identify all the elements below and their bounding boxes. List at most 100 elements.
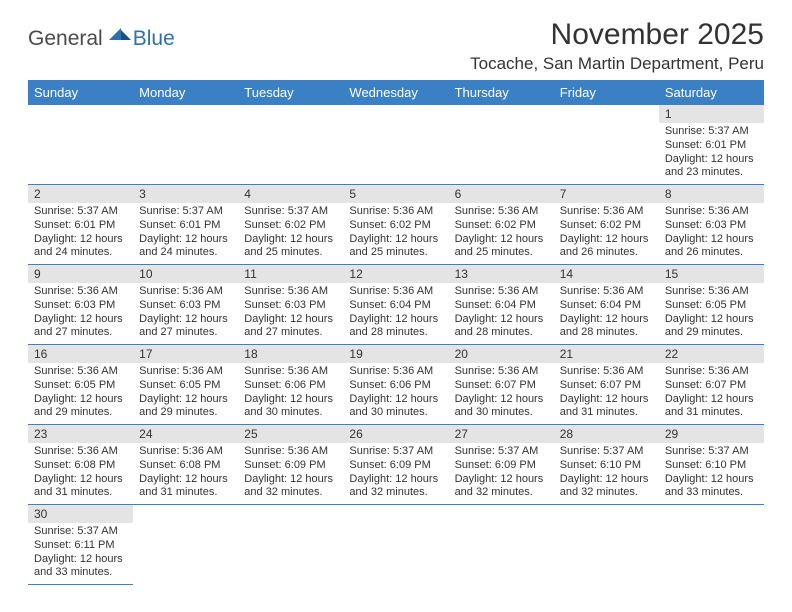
day-number: 5 bbox=[343, 185, 448, 203]
day-number: 29 bbox=[659, 425, 764, 443]
calendar-cell: 2Sunrise: 5:37 AMSunset: 6:01 PMDaylight… bbox=[28, 185, 133, 265]
day-number: 11 bbox=[238, 265, 343, 283]
day-content: Sunrise: 5:37 AMSunset: 6:11 PMDaylight:… bbox=[28, 523, 133, 584]
weekday-header: Wednesday bbox=[343, 80, 448, 105]
day-number: 16 bbox=[28, 345, 133, 363]
calendar-cell: 20Sunrise: 5:36 AMSunset: 6:07 PMDayligh… bbox=[449, 345, 554, 425]
location: Tocache, San Martin Department, Peru bbox=[470, 54, 764, 74]
day-number: 13 bbox=[449, 265, 554, 283]
calendar-cell: 26Sunrise: 5:37 AMSunset: 6:09 PMDayligh… bbox=[343, 425, 448, 505]
logo-text-blue: Blue bbox=[133, 27, 175, 51]
flag-icon bbox=[108, 26, 132, 49]
calendar-cell: 16Sunrise: 5:36 AMSunset: 6:05 PMDayligh… bbox=[28, 345, 133, 425]
calendar-cell: 30Sunrise: 5:37 AMSunset: 6:11 PMDayligh… bbox=[28, 505, 133, 585]
calendar-cell bbox=[133, 105, 238, 185]
calendar-cell bbox=[449, 105, 554, 185]
day-number: 10 bbox=[133, 265, 238, 283]
day-content: Sunrise: 5:36 AMSunset: 6:05 PMDaylight:… bbox=[28, 363, 133, 424]
day-number: 21 bbox=[554, 345, 659, 363]
day-number: 6 bbox=[449, 185, 554, 203]
calendar-cell: 9Sunrise: 5:36 AMSunset: 6:03 PMDaylight… bbox=[28, 265, 133, 345]
calendar-cell: 23Sunrise: 5:36 AMSunset: 6:08 PMDayligh… bbox=[28, 425, 133, 505]
day-content: Sunrise: 5:36 AMSunset: 6:04 PMDaylight:… bbox=[554, 283, 659, 344]
logo: General Blue bbox=[28, 26, 175, 51]
day-number: 30 bbox=[28, 505, 133, 523]
calendar-cell: 3Sunrise: 5:37 AMSunset: 6:01 PMDaylight… bbox=[133, 185, 238, 265]
day-number: 19 bbox=[343, 345, 448, 363]
day-number: 8 bbox=[659, 185, 764, 203]
calendar-cell: 18Sunrise: 5:36 AMSunset: 6:06 PMDayligh… bbox=[238, 345, 343, 425]
day-content: Sunrise: 5:37 AMSunset: 6:01 PMDaylight:… bbox=[659, 123, 764, 184]
calendar-row: 30Sunrise: 5:37 AMSunset: 6:11 PMDayligh… bbox=[28, 505, 764, 585]
day-number: 15 bbox=[659, 265, 764, 283]
calendar-cell bbox=[28, 105, 133, 185]
day-content: Sunrise: 5:36 AMSunset: 6:09 PMDaylight:… bbox=[238, 443, 343, 504]
calendar-cell: 7Sunrise: 5:36 AMSunset: 6:02 PMDaylight… bbox=[554, 185, 659, 265]
weekday-header: Monday bbox=[133, 80, 238, 105]
day-content: Sunrise: 5:37 AMSunset: 6:09 PMDaylight:… bbox=[449, 443, 554, 504]
calendar-cell bbox=[238, 505, 343, 585]
day-number: 9 bbox=[28, 265, 133, 283]
month-title: November 2025 bbox=[470, 18, 764, 52]
calendar-cell: 6Sunrise: 5:36 AMSunset: 6:02 PMDaylight… bbox=[449, 185, 554, 265]
day-content: Sunrise: 5:36 AMSunset: 6:07 PMDaylight:… bbox=[449, 363, 554, 424]
day-content: Sunrise: 5:37 AMSunset: 6:01 PMDaylight:… bbox=[28, 203, 133, 264]
day-number: 25 bbox=[238, 425, 343, 443]
day-number: 7 bbox=[554, 185, 659, 203]
calendar-cell: 21Sunrise: 5:36 AMSunset: 6:07 PMDayligh… bbox=[554, 345, 659, 425]
calendar-cell bbox=[659, 505, 764, 585]
day-number: 14 bbox=[554, 265, 659, 283]
day-content: Sunrise: 5:36 AMSunset: 6:07 PMDaylight:… bbox=[659, 363, 764, 424]
calendar-cell bbox=[554, 105, 659, 185]
calendar-cell bbox=[343, 505, 448, 585]
calendar-cell: 14Sunrise: 5:36 AMSunset: 6:04 PMDayligh… bbox=[554, 265, 659, 345]
day-number: 12 bbox=[343, 265, 448, 283]
calendar-cell: 22Sunrise: 5:36 AMSunset: 6:07 PMDayligh… bbox=[659, 345, 764, 425]
calendar-cell: 4Sunrise: 5:37 AMSunset: 6:02 PMDaylight… bbox=[238, 185, 343, 265]
day-content: Sunrise: 5:36 AMSunset: 6:05 PMDaylight:… bbox=[133, 363, 238, 424]
calendar-cell: 25Sunrise: 5:36 AMSunset: 6:09 PMDayligh… bbox=[238, 425, 343, 505]
day-number: 2 bbox=[28, 185, 133, 203]
calendar-cell bbox=[133, 505, 238, 585]
calendar-row: 2Sunrise: 5:37 AMSunset: 6:01 PMDaylight… bbox=[28, 185, 764, 265]
header: General Blue November 2025 Tocache, San … bbox=[28, 18, 764, 74]
calendar-row: 23Sunrise: 5:36 AMSunset: 6:08 PMDayligh… bbox=[28, 425, 764, 505]
day-number: 17 bbox=[133, 345, 238, 363]
day-number: 24 bbox=[133, 425, 238, 443]
day-content: Sunrise: 5:36 AMSunset: 6:04 PMDaylight:… bbox=[449, 283, 554, 344]
day-content: Sunrise: 5:36 AMSunset: 6:04 PMDaylight:… bbox=[343, 283, 448, 344]
day-content: Sunrise: 5:36 AMSunset: 6:03 PMDaylight:… bbox=[133, 283, 238, 344]
day-content: Sunrise: 5:36 AMSunset: 6:07 PMDaylight:… bbox=[554, 363, 659, 424]
calendar-cell: 27Sunrise: 5:37 AMSunset: 6:09 PMDayligh… bbox=[449, 425, 554, 505]
day-number: 23 bbox=[28, 425, 133, 443]
day-content: Sunrise: 5:36 AMSunset: 6:02 PMDaylight:… bbox=[449, 203, 554, 264]
calendar-cell bbox=[238, 105, 343, 185]
day-content: Sunrise: 5:36 AMSunset: 6:05 PMDaylight:… bbox=[659, 283, 764, 344]
calendar-cell: 28Sunrise: 5:37 AMSunset: 6:10 PMDayligh… bbox=[554, 425, 659, 505]
day-content: Sunrise: 5:36 AMSunset: 6:03 PMDaylight:… bbox=[659, 203, 764, 264]
day-number: 28 bbox=[554, 425, 659, 443]
weekday-header-row: Sunday Monday Tuesday Wednesday Thursday… bbox=[28, 80, 764, 105]
title-block: November 2025 Tocache, San Martin Depart… bbox=[470, 18, 764, 74]
calendar-cell bbox=[554, 505, 659, 585]
weekday-header: Sunday bbox=[28, 80, 133, 105]
day-content: Sunrise: 5:37 AMSunset: 6:01 PMDaylight:… bbox=[133, 203, 238, 264]
calendar-cell: 13Sunrise: 5:36 AMSunset: 6:04 PMDayligh… bbox=[449, 265, 554, 345]
calendar-table: Sunday Monday Tuesday Wednesday Thursday… bbox=[28, 80, 764, 585]
day-content: Sunrise: 5:36 AMSunset: 6:08 PMDaylight:… bbox=[133, 443, 238, 504]
calendar-cell: 17Sunrise: 5:36 AMSunset: 6:05 PMDayligh… bbox=[133, 345, 238, 425]
day-content: Sunrise: 5:36 AMSunset: 6:02 PMDaylight:… bbox=[343, 203, 448, 264]
calendar-row: 1Sunrise: 5:37 AMSunset: 6:01 PMDaylight… bbox=[28, 105, 764, 185]
day-content: Sunrise: 5:37 AMSunset: 6:10 PMDaylight:… bbox=[659, 443, 764, 504]
calendar-cell: 15Sunrise: 5:36 AMSunset: 6:05 PMDayligh… bbox=[659, 265, 764, 345]
calendar-cell: 10Sunrise: 5:36 AMSunset: 6:03 PMDayligh… bbox=[133, 265, 238, 345]
day-number: 26 bbox=[343, 425, 448, 443]
calendar-cell bbox=[343, 105, 448, 185]
calendar-cell: 19Sunrise: 5:36 AMSunset: 6:06 PMDayligh… bbox=[343, 345, 448, 425]
day-number: 4 bbox=[238, 185, 343, 203]
day-content: Sunrise: 5:36 AMSunset: 6:02 PMDaylight:… bbox=[554, 203, 659, 264]
day-number: 27 bbox=[449, 425, 554, 443]
logo-text-general: General bbox=[28, 27, 103, 51]
day-content: Sunrise: 5:37 AMSunset: 6:09 PMDaylight:… bbox=[343, 443, 448, 504]
calendar-row: 9Sunrise: 5:36 AMSunset: 6:03 PMDaylight… bbox=[28, 265, 764, 345]
